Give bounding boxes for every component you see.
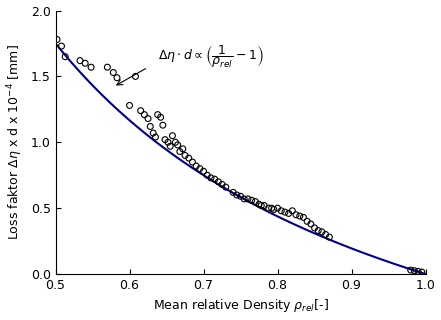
Point: [161, 137, 168, 142]
Point: [326, 235, 333, 240]
Point: [415, 269, 422, 274]
Point: [261, 203, 268, 208]
Point: [149, 131, 157, 136]
Point: [418, 269, 425, 275]
Point: [137, 108, 144, 113]
Point: [407, 268, 414, 273]
Point: [132, 74, 139, 79]
Point: [265, 205, 272, 211]
Point: [307, 221, 314, 227]
Point: [318, 229, 325, 235]
Point: [53, 37, 60, 42]
Point: [196, 166, 203, 171]
Point: [157, 115, 164, 120]
Point: [200, 169, 207, 174]
Point: [182, 153, 189, 158]
Point: [152, 134, 159, 140]
Point: [164, 140, 172, 145]
Point: [215, 179, 222, 184]
Point: [411, 268, 418, 273]
Point: [296, 213, 303, 219]
Point: [311, 225, 318, 230]
Point: [218, 182, 225, 187]
Point: [189, 159, 196, 164]
Point: [207, 175, 214, 180]
Point: [211, 177, 218, 182]
X-axis label: Mean relative Density $\rho_{rel}$[-]: Mean relative Density $\rho_{rel}$[-]: [153, 298, 329, 315]
Point: [185, 156, 192, 161]
Point: [300, 215, 307, 220]
Point: [172, 140, 179, 145]
Point: [145, 116, 152, 121]
Point: [126, 103, 133, 108]
Point: [159, 123, 166, 128]
Point: [281, 210, 288, 215]
Point: [270, 207, 277, 212]
Point: [179, 146, 187, 151]
Point: [322, 232, 329, 237]
Point: [76, 58, 83, 63]
Point: [110, 70, 117, 75]
Point: [82, 61, 89, 66]
Point: [204, 173, 211, 178]
Point: [193, 164, 200, 169]
Point: [104, 65, 111, 70]
Point: [258, 203, 265, 208]
Point: [292, 212, 299, 217]
Point: [113, 75, 120, 80]
Point: [278, 208, 285, 213]
Y-axis label: Loss faktor $\Delta\eta$ x d x 10$^{-4}$ [mm]: Loss faktor $\Delta\eta$ x d x 10$^{-4}$…: [6, 44, 25, 240]
Point: [233, 192, 240, 197]
Point: [58, 44, 65, 49]
Point: [174, 142, 181, 148]
Point: [248, 198, 255, 203]
Point: [244, 196, 251, 202]
Point: [285, 211, 292, 216]
Point: [176, 149, 183, 154]
Point: [147, 124, 154, 129]
Point: [252, 199, 259, 204]
Point: [274, 205, 281, 211]
Point: [255, 202, 262, 207]
Point: [141, 112, 148, 117]
Point: [167, 144, 174, 149]
Point: [303, 219, 310, 224]
Point: [154, 112, 161, 117]
Point: [230, 190, 237, 195]
Point: [222, 185, 229, 190]
Point: [88, 65, 95, 70]
Point: [289, 208, 296, 213]
Point: [237, 194, 244, 199]
Text: $\Delta\eta \cdot d \propto \left(\dfrac{1}{\rho_{rel}}-1\right)$: $\Delta\eta \cdot d \propto \left(\dfrac…: [158, 43, 264, 70]
Point: [315, 228, 322, 233]
Point: [169, 133, 176, 138]
Point: [62, 54, 69, 59]
Point: [241, 196, 248, 202]
Point: [268, 205, 275, 211]
